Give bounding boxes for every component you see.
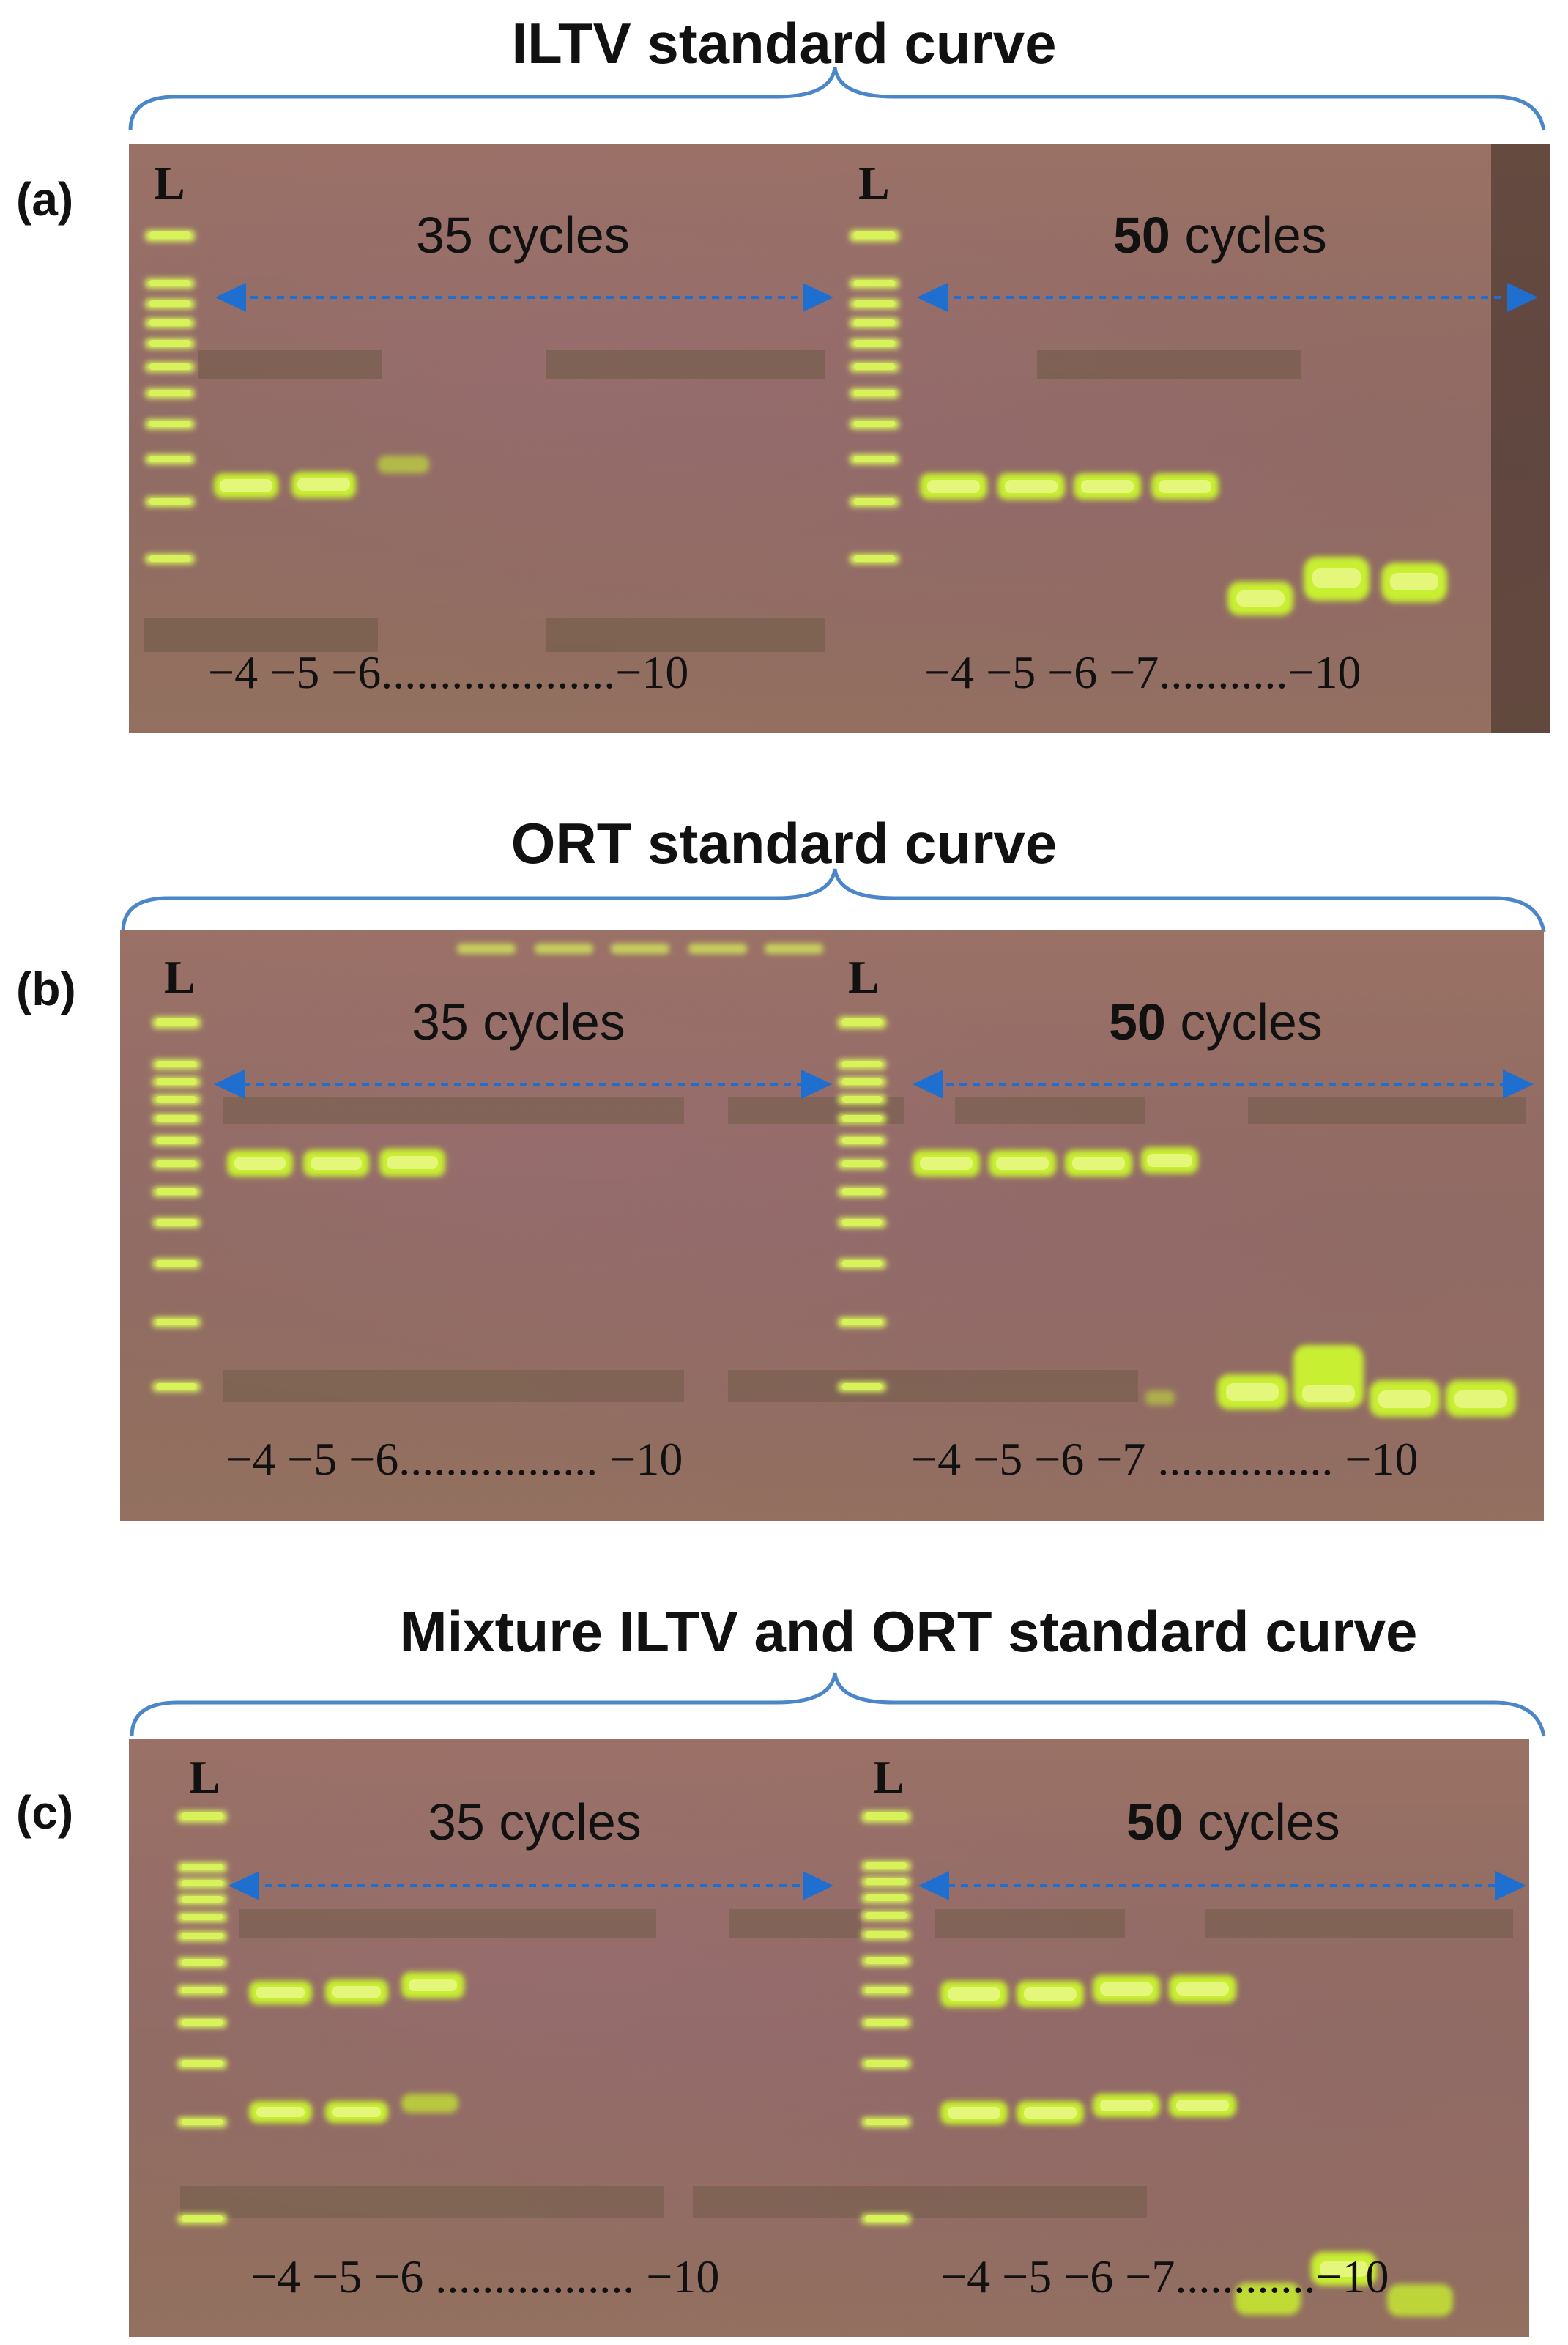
panel-b-left-cycles: 35 cycles [412, 993, 625, 1051]
panel-c-arrowhead-right-1 [803, 1871, 833, 1900]
panel-a-left-dilutions: −4 −5 −6....................−10 [208, 646, 689, 698]
panel-c-right-cycles-word: cycles [1183, 1793, 1340, 1851]
panel-b-gel-image: L L 35 cycles 50 cycles −4 −5 −6........… [120, 930, 1544, 1521]
panel-b-ladder-label-left: L [164, 951, 196, 1003]
panel-b-arrowhead-left-1 [214, 1070, 245, 1099]
panel-a-left-cycles: 35 cycles [416, 207, 630, 264]
panel-c-right-cycles-number: 50 [1126, 1793, 1184, 1851]
panel-c-ladder-label-right: L [873, 1751, 904, 1803]
panel-c-right-dilutions: −4 −5 −6 −7............−10 [940, 2250, 1389, 2303]
panel-a-right-cycles-word: cycles [1170, 207, 1327, 264]
panel-a-title: ILTV standard curve [511, 11, 1057, 75]
panel-c-left-cycles: 35 cycles [428, 1793, 642, 1851]
panel-b-gel-bands [152, 944, 1534, 1417]
panel-c-title: Mixture ILTV and ORT standard curve [399, 1599, 1418, 1664]
panel-c-ladder-label-left: L [189, 1751, 220, 1803]
panel-b-label: (b) [16, 963, 76, 1015]
panel-b-title: ORT standard curve [510, 811, 1058, 875]
panel-a-arrowhead-right-1 [803, 283, 833, 312]
panel-a-arrowhead-right-2 [1507, 283, 1538, 312]
panel-a-ladder-label-right: L [858, 157, 890, 209]
panel-c-arrowhead-right-2 [1495, 1871, 1526, 1900]
panel-b-left-dilutions: −4 −5 −6................. −10 [226, 1433, 683, 1485]
panel-b-right-cycles: 50 cycles [1109, 996, 1323, 1048]
panel-b-arrowhead-left-2 [913, 1070, 943, 1099]
panel-c-gel-image: L L 35 cycles 50 cycles −4 −5 −6 .......… [129, 1739, 1529, 2337]
panel-a-arrowhead-left-2 [917, 283, 948, 312]
panel-b-right-dilutions: −4 −5 −6 −7 ............... −10 [911, 1433, 1419, 1485]
panel-a-gel-bands [144, 144, 1550, 733]
panel-b-arrowhead-right-1 [801, 1070, 832, 1099]
panel-a-right-dilutions: −4 −5 −6 −7...........−10 [924, 646, 1361, 698]
panel-c-left-dilutions: −4 −5 −6 ................. −10 [250, 2250, 720, 2303]
panel-c-gel-bands [177, 1811, 1526, 2316]
panel-b-right-cycles-word: cycles [1165, 993, 1323, 1051]
panel-c-label: (c) [16, 1786, 74, 1839]
panel-c-arrowhead-left-1 [228, 1871, 259, 1900]
panel-a-right-cycles: 50 cycles [1113, 210, 1327, 261]
panel-b-right-cycles-number: 50 [1109, 993, 1166, 1051]
panel-b-arrowhead-right-2 [1503, 1070, 1534, 1099]
panel-a-gel-image: L L 35 cycles 50 cycles −4 −5 −6........… [129, 144, 1550, 733]
panel-a-label: (a) [16, 173, 74, 226]
panel-b-ladder-label-right: L [848, 951, 880, 1003]
panel-a-right-cycles-number: 50 [1113, 207, 1170, 264]
panel-c-arrowhead-left-2 [918, 1871, 949, 1900]
panel-a-ladder-label-left: L [154, 157, 185, 209]
panel-a-arrowhead-left-1 [215, 283, 246, 312]
panel-c-right-cycles: 50 cycles [1126, 1796, 1340, 1848]
